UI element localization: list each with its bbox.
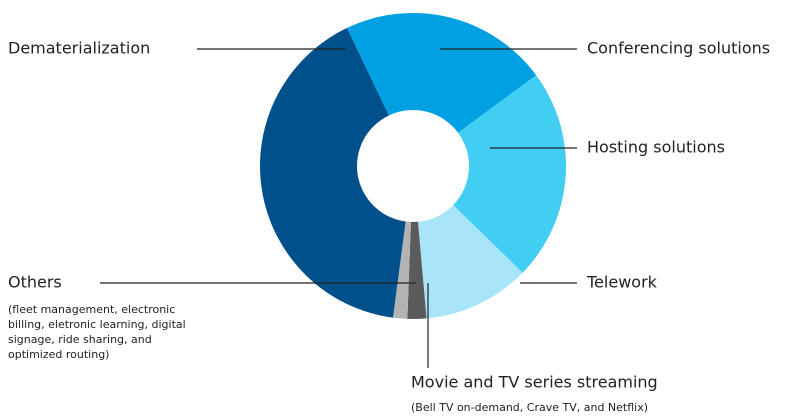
slice-note: optimized routing) xyxy=(8,348,109,361)
donut-slice xyxy=(417,205,523,319)
donut-slice xyxy=(259,28,406,318)
slice-note: billing, eletronic learning, digital xyxy=(8,318,186,331)
slice-note: (Bell TV on-demand, Crave TV, and Netfli… xyxy=(411,401,648,414)
slice-label: Hosting solutions xyxy=(587,138,725,157)
slice-label: Telework xyxy=(586,273,658,292)
slice-note: signage, ride sharing, and xyxy=(8,333,152,346)
slice-label: Dematerialization xyxy=(8,39,150,58)
donut-slice xyxy=(407,221,427,319)
donut-slice xyxy=(346,12,537,133)
slice-label: Movie and TV series streaming xyxy=(411,373,658,392)
slice-note: (fleet management, electronic xyxy=(8,303,175,316)
slice-label: Conferencing solutions xyxy=(587,39,770,58)
donut-slice xyxy=(392,221,411,319)
donut-slice xyxy=(453,75,566,273)
slice-label: Others xyxy=(8,273,62,292)
